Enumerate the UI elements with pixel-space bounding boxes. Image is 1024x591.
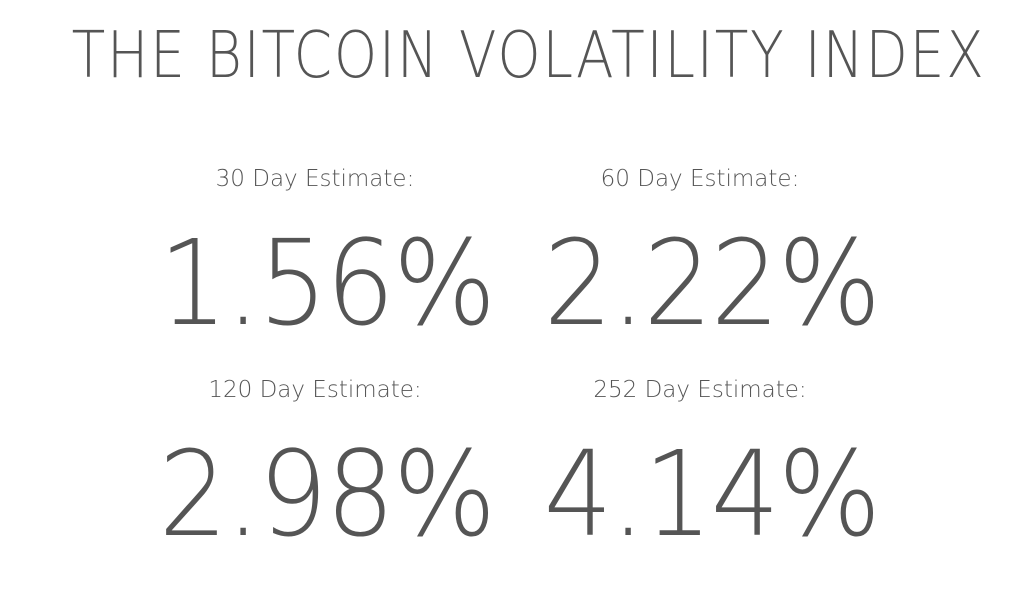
- estimate-value: 1.56%: [158, 214, 497, 352]
- estimate-value: 2.22%: [543, 214, 882, 352]
- estimate-label: 60 Day Estimate:: [600, 166, 800, 192]
- estimate-30-day: 30 Day Estimate: 1.56%: [145, 165, 497, 352]
- estimate-120-day: 120 Day Estimate: 2.98%: [145, 376, 497, 563]
- page-title: THE BITCOIN VOLATILITY INDEX: [71, 19, 986, 93]
- estimate-label: 30 Day Estimate:: [215, 166, 415, 192]
- estimate-value: 4.14%: [543, 425, 882, 563]
- estimate-value: 2.98%: [158, 425, 497, 563]
- estimate-252-day: 252 Day Estimate: 4.14%: [530, 376, 882, 563]
- estimate-label: 252 Day Estimate:: [593, 377, 807, 403]
- estimate-60-day: 60 Day Estimate: 2.22%: [530, 165, 882, 352]
- estimate-label: 120 Day Estimate:: [208, 377, 422, 403]
